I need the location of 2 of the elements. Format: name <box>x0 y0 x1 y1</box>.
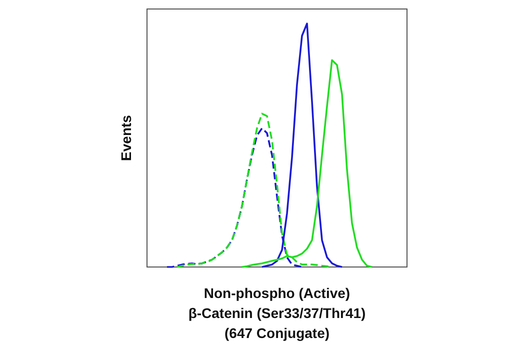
x-axis-title: Non-phospho (Active) β-Catenin (Ser33/37/Thr41) (647 Conjugate) <box>188 285 366 341</box>
y-axis-title: Events <box>118 114 134 161</box>
